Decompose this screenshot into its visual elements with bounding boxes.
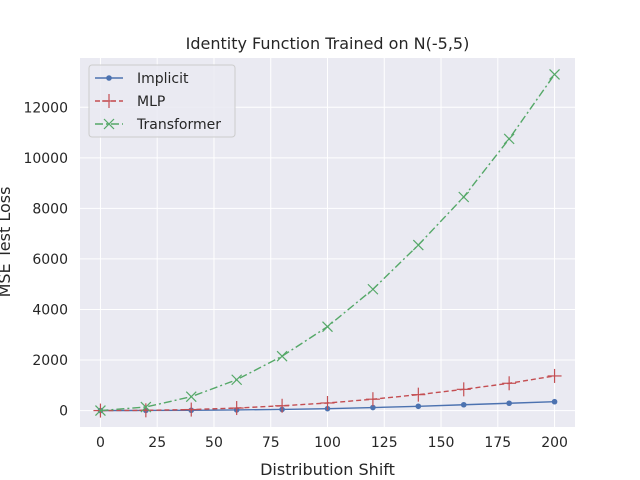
legend-marker — [103, 118, 115, 130]
data-point-implicit — [460, 401, 467, 408]
data-point-mlp — [320, 395, 335, 410]
x-tick-label: 0 — [96, 435, 105, 451]
data-point-mlp — [411, 387, 426, 402]
legend-item-transformer: Transformer — [95, 117, 221, 133]
y-tick-label: 0 — [59, 404, 68, 420]
data-point-mlp — [138, 403, 153, 418]
data-point-mlp — [229, 401, 244, 416]
data-point-mlp — [502, 376, 517, 391]
tick-labels: 0 25 50 75 100 125 150 175 200020004000600080001… — [23, 100, 567, 451]
legend-label: Transformer — [136, 117, 221, 133]
data-point-transformer — [185, 391, 197, 403]
legend: Implicit MLP Transformer — [88, 64, 236, 138]
data-point-transformer — [367, 283, 379, 295]
x-tick-label: 25 — [148, 435, 166, 451]
legend-label: MLP — [137, 94, 165, 110]
data-point-mlp — [184, 402, 199, 417]
legend-box — [88, 64, 236, 138]
data-point-implicit — [551, 398, 558, 405]
data-point-mlp — [365, 392, 380, 407]
legend-label: Implicit — [137, 71, 189, 87]
x-tick-label: 150 — [428, 435, 455, 451]
data-point-implicit — [370, 404, 376, 411]
data-point-mlp — [275, 398, 290, 413]
data-point-implicit — [506, 400, 512, 407]
legend-item-implicit: Implicit — [95, 71, 189, 87]
data-point-mlp — [456, 382, 471, 397]
x-tick-label: 175 — [484, 435, 511, 451]
data-point-implicit — [415, 403, 422, 410]
x-tick-label: 50 — [205, 435, 223, 451]
series-transformer — [95, 69, 560, 416]
legend-marker — [102, 94, 116, 108]
x-axis-label: Distribution Shift — [260, 460, 395, 479]
x-tick-label: 100 — [314, 435, 341, 451]
y-tick-label: 8000 — [32, 201, 68, 217]
legend-item-mlp: MLP — [95, 94, 165, 110]
data-point-transformer — [549, 69, 560, 80]
data-point-transformer — [503, 133, 515, 145]
chart-title: Identity Function Trained on N(-5,5) — [186, 34, 470, 53]
data-point-transformer — [322, 321, 333, 333]
data-point-transformer — [231, 374, 243, 386]
y-tick-label: 2000 — [32, 353, 68, 369]
legend-marker — [106, 75, 112, 81]
data-point-transformer — [412, 239, 424, 251]
y-tick-label: 12000 — [23, 100, 68, 116]
data-point-mlp — [547, 368, 562, 383]
data-point-transformer — [95, 405, 106, 416]
data-point-transformer — [276, 350, 288, 362]
data-point-transformer — [458, 191, 470, 203]
y-tick-label: 10000 — [23, 151, 68, 167]
series-layer — [93, 69, 562, 418]
y-axis-label: MSE Test Loss — [0, 187, 14, 298]
x-tick-label: 125 — [371, 435, 398, 451]
y-tick-label: 6000 — [32, 252, 68, 268]
x-tick-label: 75 — [262, 435, 280, 451]
data-point-transformer — [140, 401, 152, 413]
y-tick-label: 4000 — [32, 302, 68, 318]
x-tick-label: 200 — [541, 435, 568, 451]
